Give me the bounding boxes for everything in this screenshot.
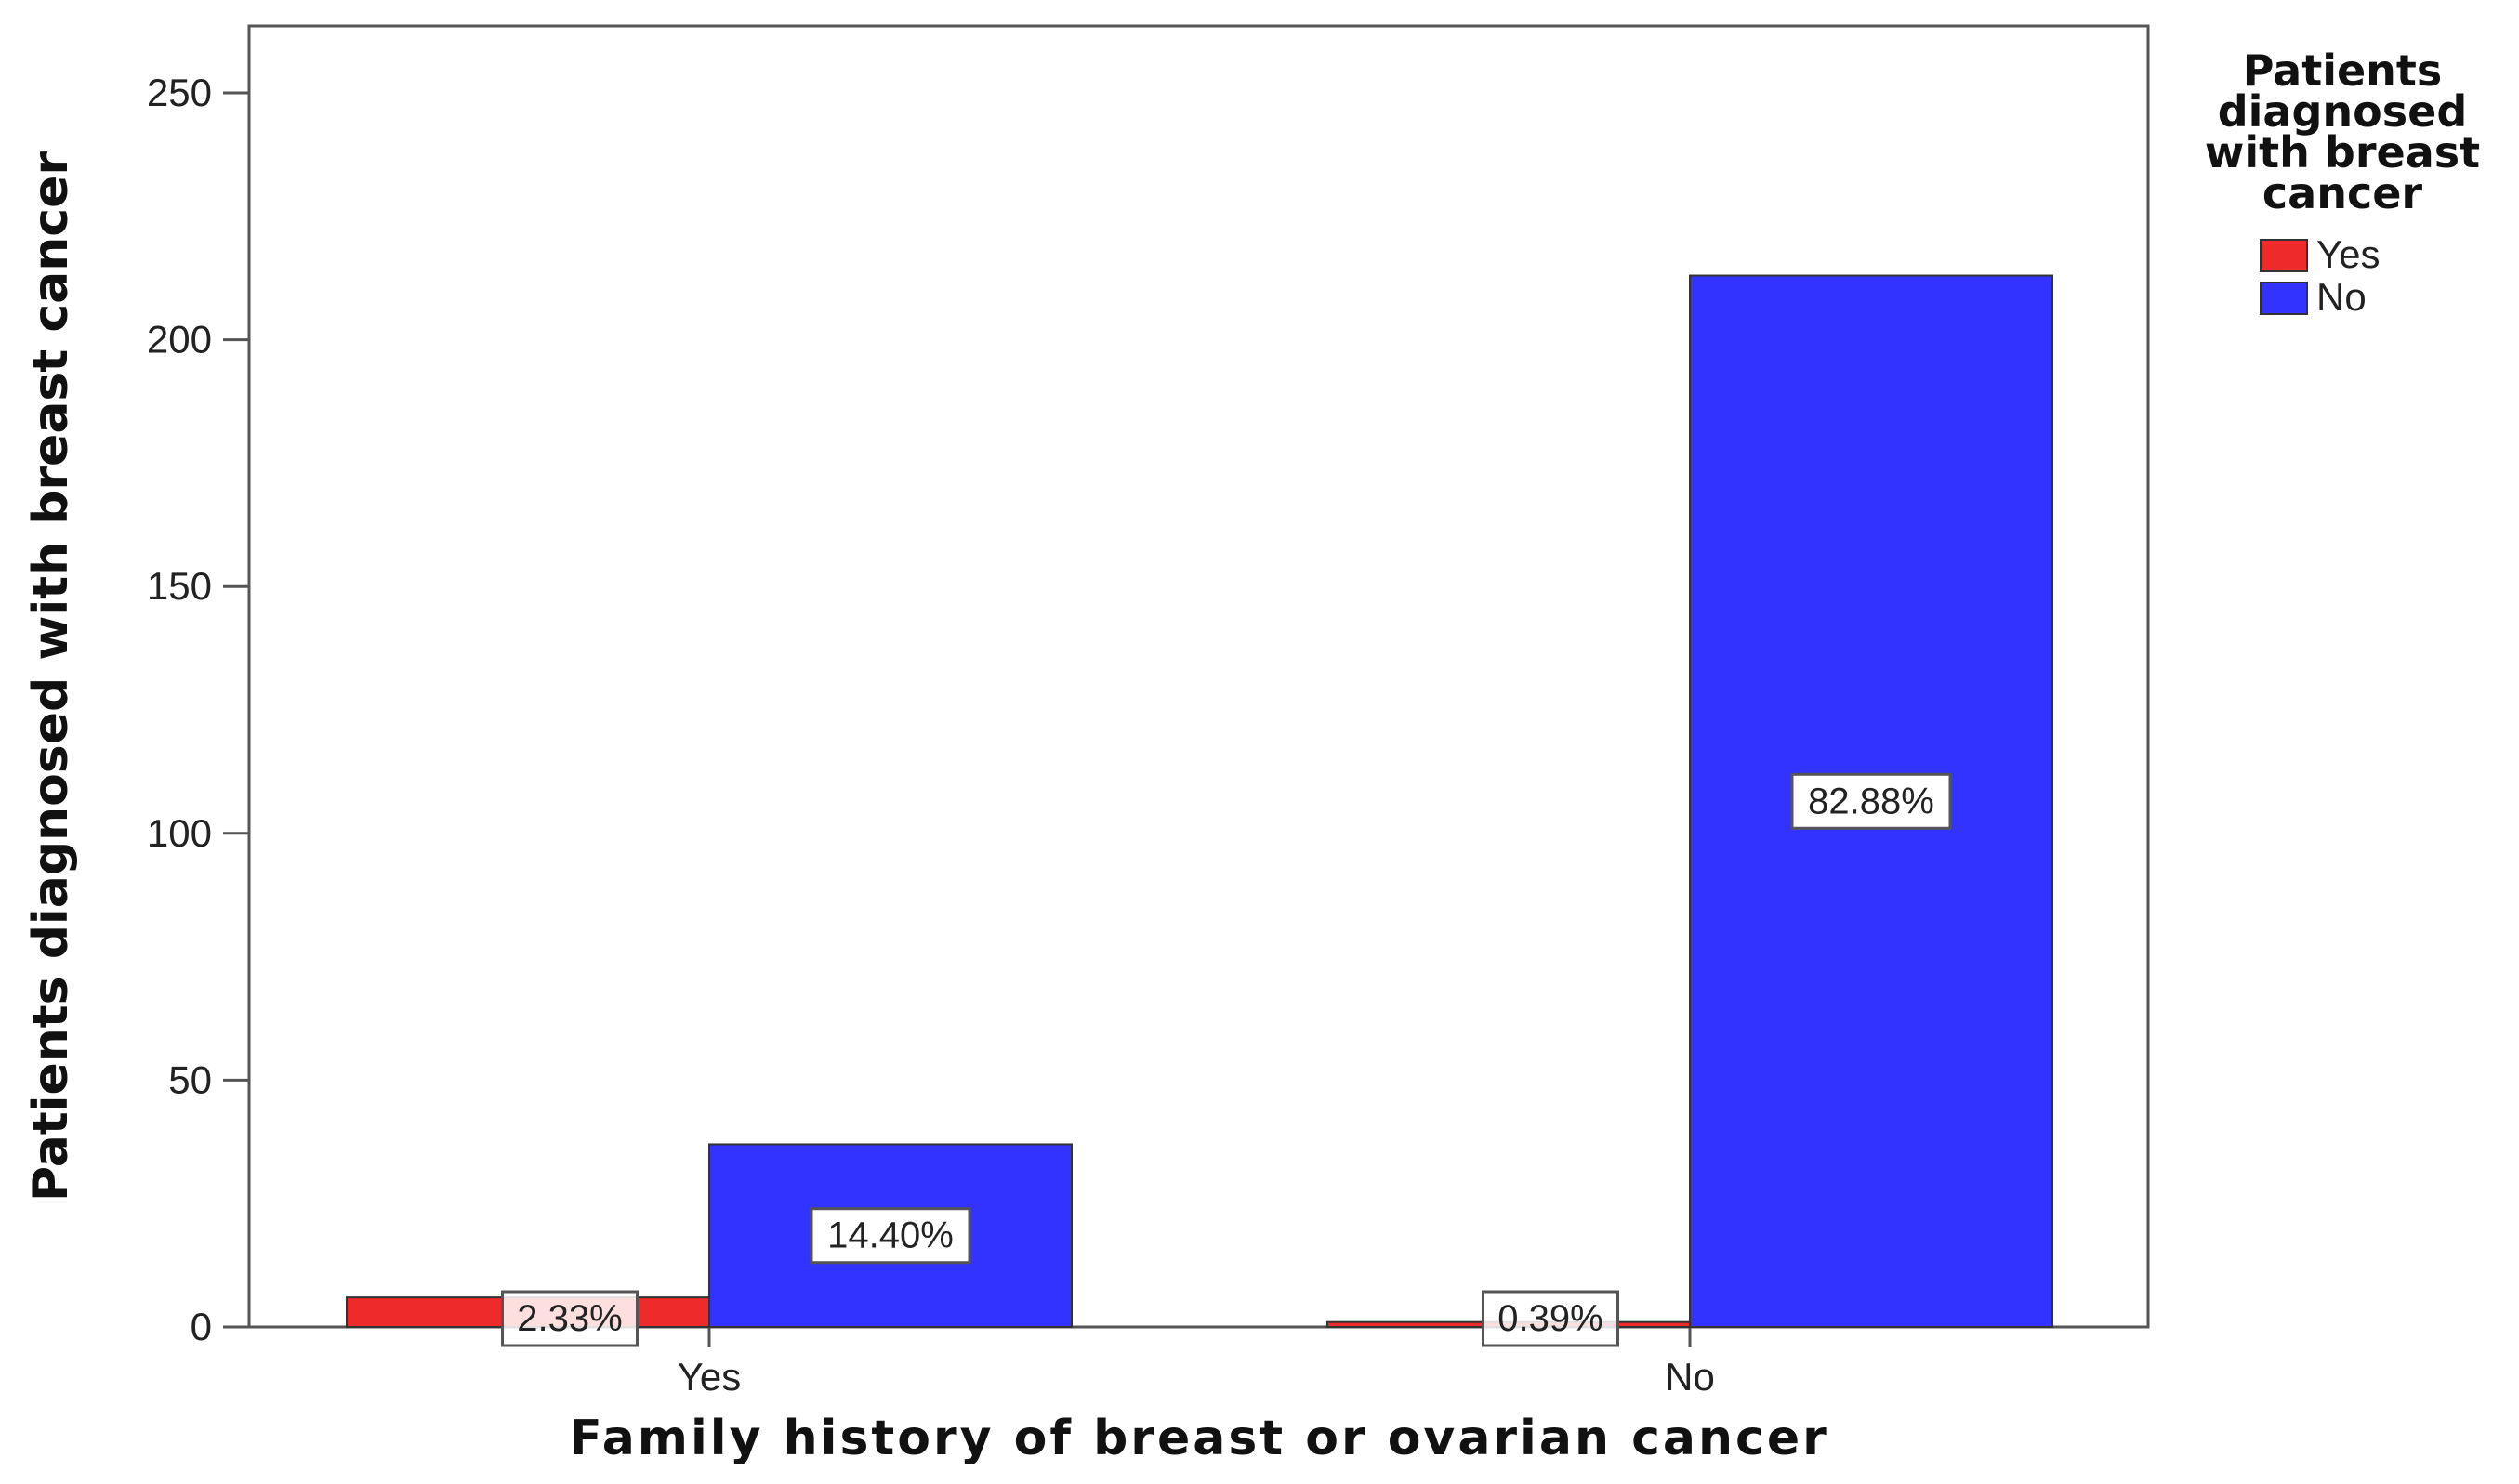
y-tick-label: 150: [147, 564, 212, 608]
legend-swatch: [2260, 282, 2308, 315]
legend-item: Yes: [2260, 232, 2381, 276]
y-tick-label: 200: [147, 318, 212, 361]
x-axis: Yes No: [678, 1327, 1715, 1399]
y-tick-label: 0: [191, 1305, 212, 1348]
data-label-text: 82.88%: [1808, 781, 1934, 821]
legend-swatch: [2260, 239, 2308, 272]
data-label-text: 0.39%: [1497, 1298, 1602, 1339]
x-tick-label: No: [1665, 1355, 1715, 1399]
y-axis: 0 50 100 150 200 250: [147, 71, 249, 1348]
data-label-box: [501, 1290, 639, 1347]
data-label-text: 14.40%: [827, 1215, 954, 1256]
data-labels: 2.33% 14.40% 0.39% 82.88%: [501, 772, 1952, 1347]
x-tick-label: Yes: [678, 1355, 742, 1399]
data-label-box: [810, 1207, 971, 1265]
y-tick-label: 50: [168, 1057, 212, 1101]
legend-title-line: with breast: [2205, 127, 2480, 177]
legend-label: No: [2316, 275, 2367, 319]
legend-label: Yes: [2316, 232, 2381, 276]
legend-title-line: diagnosed: [2218, 86, 2468, 137]
y-tick-label: 100: [147, 811, 212, 855]
legend-title-line: cancer: [2262, 168, 2423, 218]
data-label: 0.39%: [1482, 1290, 1619, 1347]
data-label: 14.40%: [810, 1207, 971, 1265]
legend-item: No: [2260, 275, 2367, 319]
data-label-text: 2.33%: [517, 1298, 622, 1339]
data-label-box: [1790, 772, 1952, 830]
y-tick-label: 250: [147, 71, 212, 114]
data-label: 82.88%: [1790, 772, 1952, 830]
y-axis-title: Patients diagnosed with breast cancer: [23, 151, 79, 1202]
data-label: 2.33%: [501, 1290, 639, 1347]
x-axis-title: Family history of breast or ovarian canc…: [569, 1411, 1829, 1466]
data-label-box: [1482, 1290, 1619, 1347]
legend-title-line: Patients: [2243, 46, 2443, 96]
